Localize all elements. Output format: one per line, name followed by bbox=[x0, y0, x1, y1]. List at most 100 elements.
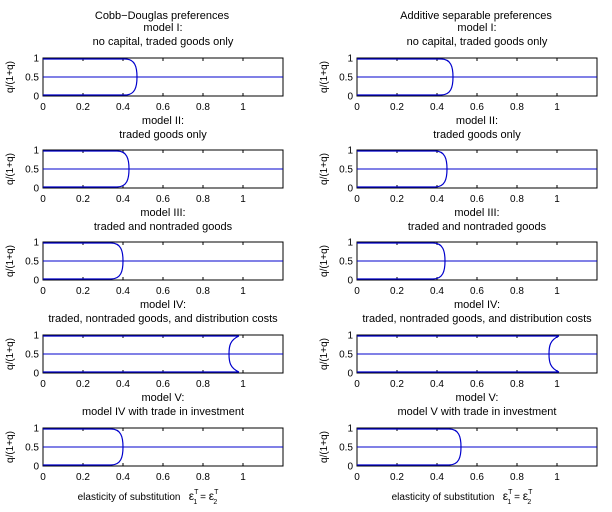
xlabel-equals: = bbox=[511, 492, 522, 503]
subplot-10-xlabel: elasticity of substitution εT 1 = εT 2 bbox=[392, 489, 533, 506]
subplot-6-ytick-label: 0 bbox=[347, 276, 353, 287]
subplot-4-xtick-label: 0.4 bbox=[430, 194, 444, 205]
subplot-3-title-line-1: model II: bbox=[142, 115, 184, 127]
subplot-8-ytick-label: 1 bbox=[347, 331, 353, 342]
subplot-3: model II: traded goods only 0 0.2 0.4 0.6 0.8 1… bbox=[5, 115, 284, 205]
subplot-3-ytick-label: 0.5 bbox=[25, 165, 39, 176]
subplot-6-title-line-1: model III: bbox=[454, 207, 499, 219]
subplot-5-xtick-label: 0 bbox=[40, 286, 46, 297]
subplot-10-xtick-label: 0.2 bbox=[390, 472, 404, 483]
subplot-10-title-line-1: model V: bbox=[455, 392, 498, 404]
subplot-10-ytick-label: 0.5 bbox=[339, 443, 353, 454]
subplot-3-ytick-label: 1 bbox=[33, 146, 39, 157]
xlabel-sup-1: T bbox=[508, 489, 513, 496]
subplot-7-xtick-label: 0.8 bbox=[196, 379, 210, 390]
subplot-7: model IV: traded, nontraded goods, and di… bbox=[5, 299, 284, 390]
xlabel-sub-2: 2 bbox=[527, 499, 531, 506]
subplot-5-xtick-label: 0.8 bbox=[196, 286, 210, 297]
xlabel-space bbox=[494, 492, 502, 503]
subplot-9-xtick-label: 0.2 bbox=[76, 472, 90, 483]
subplot-9-xtick-label: 0.4 bbox=[116, 472, 130, 483]
subplot-10-title-line-2: model V with trade in investment bbox=[398, 406, 557, 418]
subplot-8-curve bbox=[357, 335, 560, 373]
subplot-4: model II: traded goods only 0 0.2 0.4 0.6 0.8 1… bbox=[319, 115, 598, 205]
subplot-1-ylabel: q/(1+q) bbox=[5, 61, 16, 93]
subplot-2-title-line-2: no capital, traded goods only bbox=[407, 36, 548, 48]
subplot-3-xtick-label: 0.8 bbox=[196, 194, 210, 205]
xlabel-sup-2: T bbox=[528, 489, 533, 496]
subplot-1-curve bbox=[43, 58, 138, 96]
subplot-7-xtick-label: 0.2 bbox=[76, 379, 90, 390]
subplot-1-xtick-label: 0.4 bbox=[116, 102, 130, 113]
panels: model I: no capital, traded goods only 0 0.… bbox=[5, 22, 598, 506]
xlabel-sub-1: 1 bbox=[507, 499, 511, 506]
subplot-8-xtick-label: 1 bbox=[554, 379, 560, 390]
subplot-10-xtick-label: 0.4 bbox=[430, 472, 444, 483]
subplot-1-title-line-1: model I: bbox=[143, 22, 182, 34]
subplot-3-ylabel: q/(1+q) bbox=[5, 153, 16, 185]
subplot-1: model I: no capital, traded goods only 0 0.… bbox=[5, 22, 284, 113]
subplot-4-ylabel: q/(1+q) bbox=[319, 153, 330, 185]
subplot-9-ylabel: q/(1+q) bbox=[5, 431, 16, 463]
subplot-5-xtick-label: 0.4 bbox=[116, 286, 130, 297]
subplot-5-ytick-label: 0 bbox=[33, 276, 39, 287]
subplot-7-ytick-label: 0.5 bbox=[25, 350, 39, 361]
subplot-5: model III: traded and nontraded goods 0 0.2… bbox=[5, 207, 284, 297]
subplot-8-xtick-label: 0.6 bbox=[470, 379, 484, 390]
subplot-2-xtick-label: 0.8 bbox=[510, 102, 524, 113]
subplot-7-xtick-label: 1 bbox=[240, 379, 246, 390]
subplot-1-ytick-label: 0.5 bbox=[25, 73, 39, 84]
subplot-10-xtick-label: 0.6 bbox=[470, 472, 484, 483]
subplot-8-xtick-label: 0.2 bbox=[390, 379, 404, 390]
subplot-7-title-line-2: traded, nontraded goods, and distributio… bbox=[48, 313, 278, 325]
subplot-6-title-line-2: traded and nontraded goods bbox=[408, 221, 547, 233]
subplot-9-curve bbox=[43, 428, 124, 466]
subplot-8: model IV: traded, nontraded goods, and di… bbox=[319, 299, 598, 390]
subplot-7-ytick-label: 1 bbox=[33, 331, 39, 342]
xlabel-epsilon-1: ε bbox=[503, 489, 509, 503]
subplot-6-ylabel: q/(1+q) bbox=[319, 245, 330, 277]
xlabel-main: elasticity of substitution bbox=[392, 492, 495, 503]
subplot-10-curve bbox=[357, 428, 462, 466]
subplot-10-ylabel: q/(1+q) bbox=[319, 431, 330, 463]
subplot-9-title-line-1: model V: bbox=[141, 392, 184, 404]
subplot-7-ylabel: q/(1+q) bbox=[5, 338, 16, 370]
subplot-8-ytick-label: 0 bbox=[347, 369, 353, 380]
subplot-9-title-line-2: model IV with trade in investment bbox=[82, 406, 244, 418]
subplot-3-xtick-label: 0.4 bbox=[116, 194, 130, 205]
subplot-4-xtick-label: 0 bbox=[354, 194, 360, 205]
subplot-6-curve bbox=[357, 242, 446, 280]
subplot-1-title-line-2: no capital, traded goods only bbox=[93, 36, 234, 48]
subplot-5-title-line-1: model III: bbox=[140, 207, 185, 219]
subplot-2-xtick-label: 0.6 bbox=[470, 102, 484, 113]
xlabel-epsilon-2: ε bbox=[523, 489, 529, 503]
subplot-2-xtick-label: 0 bbox=[354, 102, 360, 113]
subplot-8-xtick-label: 0 bbox=[354, 379, 360, 390]
subplot-4-title-line-2: traded goods only bbox=[433, 129, 521, 141]
subplot-2-ytick-label: 1 bbox=[347, 54, 353, 65]
subplot-1-xtick-label: 0.2 bbox=[76, 102, 90, 113]
subplot-7-title-line-1: model IV: bbox=[140, 299, 186, 311]
subplot-7-curve bbox=[43, 335, 240, 373]
subplot-4-title-line-1: model II: bbox=[456, 115, 498, 127]
subplot-5-ytick-label: 1 bbox=[33, 238, 39, 249]
subplot-7-xtick-label: 0.6 bbox=[156, 379, 170, 390]
subplot-6-ytick-label: 0.5 bbox=[339, 257, 353, 268]
subplot-2-xtick-label: 1 bbox=[554, 102, 560, 113]
subplot-9-xlabel: elasticity of substitution εT 1 = εT 2 bbox=[78, 489, 219, 506]
subplot-4-xtick-label: 1 bbox=[554, 194, 560, 205]
subplot-5-title-line-2: traded and nontraded goods bbox=[94, 221, 233, 233]
subplot-1-ytick-label: 0 bbox=[33, 92, 39, 103]
subplot-3-xtick-label: 0.2 bbox=[76, 194, 90, 205]
subplot-8-title-line-2: traded, nontraded goods, and distributio… bbox=[362, 313, 592, 325]
xlabel-space bbox=[180, 492, 188, 503]
subplot-6-xtick-label: 0.6 bbox=[470, 286, 484, 297]
subplot-9-xtick-label: 0.6 bbox=[156, 472, 170, 483]
subplot-3-xtick-label: 1 bbox=[240, 194, 246, 205]
subplot-1-ytick-label: 1 bbox=[33, 54, 39, 65]
subplot-10-xtick-label: 0.8 bbox=[510, 472, 524, 483]
subplot-2-xtick-label: 0.2 bbox=[390, 102, 404, 113]
subplot-4-curve bbox=[357, 150, 448, 188]
